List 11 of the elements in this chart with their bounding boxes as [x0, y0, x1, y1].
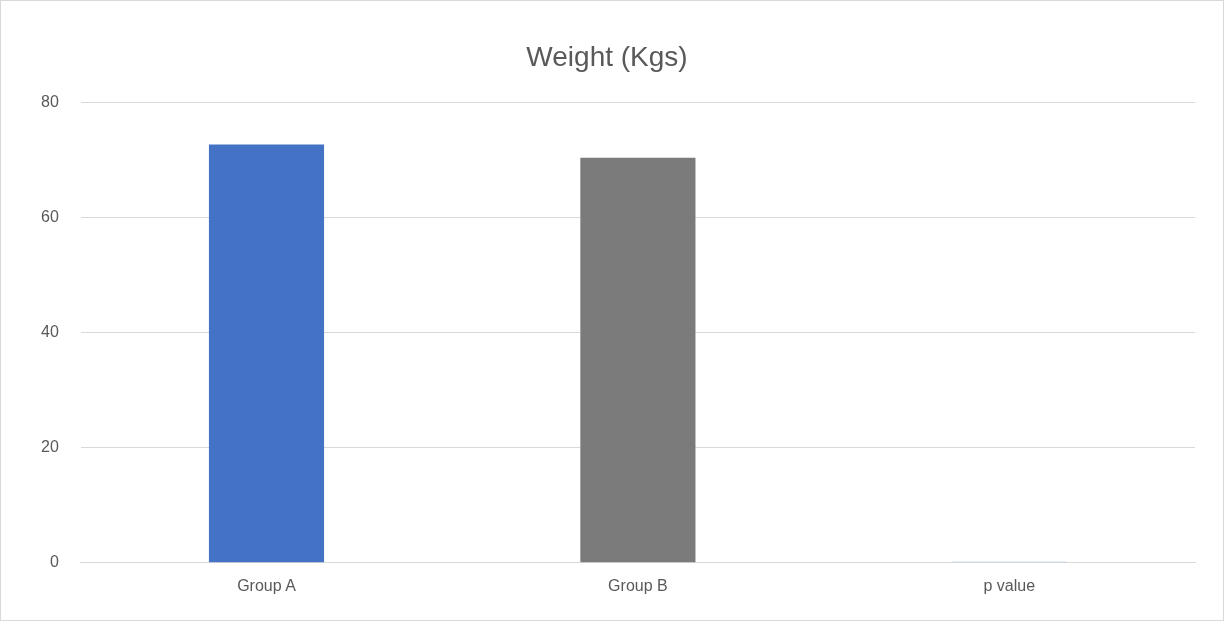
x-tick-label: Group B — [608, 576, 668, 594]
x-tick-label: Group A — [237, 576, 297, 594]
y-tick-label: 20 — [41, 438, 59, 456]
y-tick-label: 40 — [41, 323, 59, 341]
bar — [208, 144, 325, 563]
x-tick-label: p value — [983, 576, 1036, 594]
y-tick-label: 0 — [49, 553, 59, 571]
bar — [580, 157, 696, 563]
chart-title: Weight (Kgs) — [526, 40, 688, 72]
y-tick-label: 80 — [41, 93, 59, 111]
y-tick-label: 60 — [41, 208, 59, 226]
